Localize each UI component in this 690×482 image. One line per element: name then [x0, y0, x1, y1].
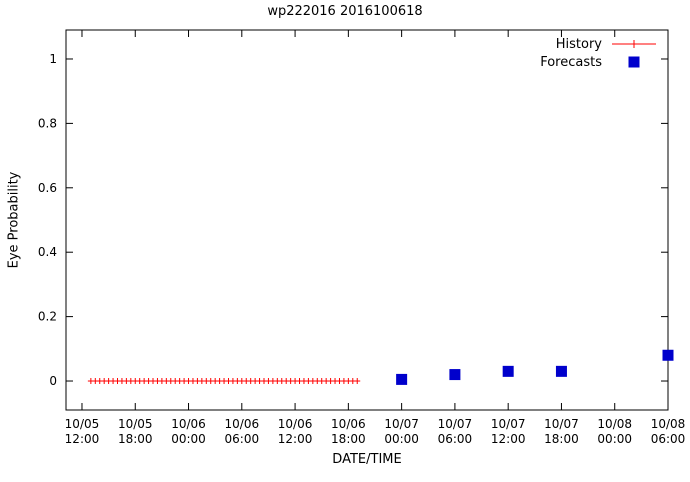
- x-tick-label: 10/06 12:00: [278, 417, 313, 446]
- x-tick-label: 10/07 12:00: [491, 417, 526, 446]
- legend-entry-forecasts: Forecasts: [540, 54, 656, 70]
- x-tick-label: 10/07 06:00: [438, 417, 473, 446]
- y-tick-label: 0.6: [38, 181, 57, 195]
- x-axis-label: DATE/TIME: [332, 452, 402, 467]
- forecast-point: [502, 365, 514, 377]
- x-tick-label: 10/06 06:00: [225, 417, 260, 446]
- y-tick-label: 1: [49, 52, 57, 66]
- legend: History Forecasts: [540, 36, 656, 70]
- legend-entry-history: History: [540, 36, 656, 52]
- x-tick-label: 10/07 00:00: [384, 417, 419, 446]
- x-tick-label: 10/05 12:00: [65, 417, 100, 446]
- x-tick-label: 10/06 18:00: [331, 417, 366, 446]
- history-marker-icon: [612, 40, 656, 48]
- y-tick-label: 0.2: [38, 310, 57, 324]
- x-tick-label: 10/05 18:00: [118, 417, 153, 446]
- x-tick-label: 10/07 18:00: [544, 417, 579, 446]
- y-tick-label: 0.4: [38, 245, 57, 259]
- forecast-point: [555, 365, 567, 377]
- x-tick-label: 10/08 00:00: [597, 417, 632, 446]
- chart-title: wp222016 2016100618: [267, 4, 423, 19]
- x-tick-label: 10/06 00:00: [171, 417, 206, 446]
- plot-border: [65, 29, 669, 411]
- y-tick-label: 0.8: [38, 116, 57, 130]
- forecast-point: [449, 369, 461, 381]
- x-tick-label: 10/08 06:00: [651, 417, 686, 446]
- legend-label-forecasts: Forecasts: [540, 54, 602, 70]
- forecast-point: [662, 349, 674, 361]
- legend-label-history: History: [555, 36, 602, 52]
- forecast-marker-icon: [628, 56, 640, 68]
- forecast-point: [396, 373, 408, 385]
- y-tick-label: 0: [49, 374, 57, 388]
